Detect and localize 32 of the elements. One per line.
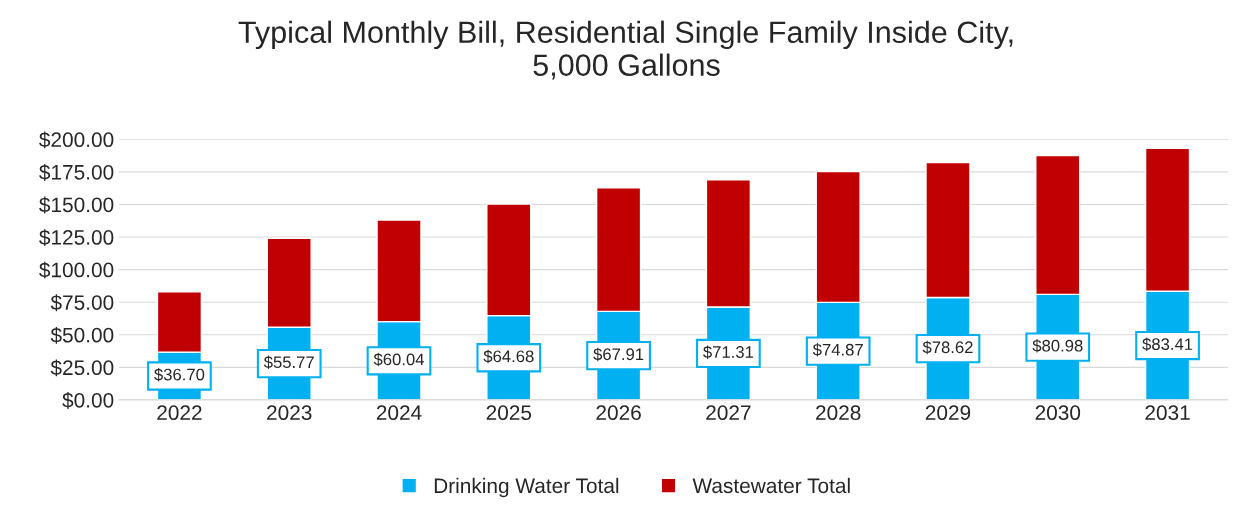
y-tick-label: $175.00: [39, 164, 114, 181]
data-label: $80.98: [1032, 339, 1083, 353]
x-tick-label: 2027: [706, 405, 751, 421]
x-tick-label: 2030: [1035, 405, 1081, 421]
x-tick-label: 2023: [267, 405, 312, 421]
data-label: $71.31: [703, 345, 754, 359]
x-tick-label: 2024: [376, 405, 422, 421]
x-tick-label: 2031: [1145, 405, 1190, 421]
data-label: $64.68: [483, 349, 534, 364]
data-label: $83.41: [1142, 337, 1193, 352]
y-tick-label: $100.00: [39, 261, 114, 279]
y-tick-label: $50.00: [50, 326, 114, 344]
y-tick-label: $125.00: [39, 229, 114, 247]
legend-label: Wastewater Total: [692, 477, 850, 494]
y-tick-label: $0.00: [62, 392, 114, 409]
data-label: $78.62: [922, 340, 973, 355]
data-label: $67.91: [593, 347, 644, 362]
x-tick-label: 2026: [596, 405, 641, 421]
x-tick-label: 2028: [816, 405, 861, 421]
data-label: $36.70: [154, 367, 205, 382]
y-tick-label: $150.00: [39, 196, 114, 214]
x-tick-label: 2025: [486, 405, 532, 421]
chart-title: Typical Monthly Bill, Residential Single Family Inside City, 5,000 Gallons: [238, 20, 1013, 80]
x-tick-label: 2029: [925, 405, 971, 421]
data-label: $74.87: [812, 343, 863, 357]
y-tick-label: $75.00: [50, 294, 114, 312]
y-tick-label: $200.00: [39, 131, 114, 149]
data-label: $60.04: [373, 352, 425, 367]
x-tick-label: 2022: [157, 405, 202, 421]
data-label: $55.77: [263, 355, 314, 370]
legend-label: Drinking Water Total: [434, 477, 619, 498]
y-tick-label: $25.00: [50, 359, 114, 377]
